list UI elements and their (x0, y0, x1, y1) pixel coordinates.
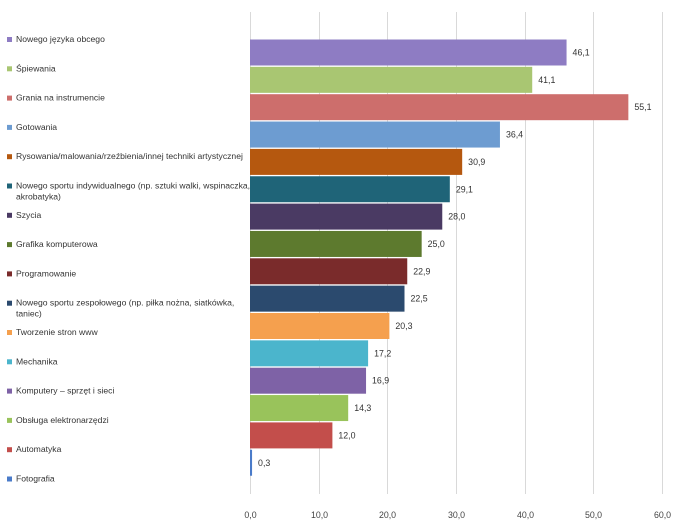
bar (250, 367, 367, 394)
x-tick-label: 50,0 (585, 510, 602, 520)
data-label: 17,2 (374, 348, 391, 358)
legend-label: Nowego języka obcego (16, 34, 105, 44)
x-tick-label: 30,0 (448, 510, 465, 520)
legend-swatch (7, 476, 12, 482)
x-tick-label: 0,0 (244, 510, 256, 520)
legend-label: Rysowania/malowania/rzeźbienia/innej tec… (16, 151, 243, 161)
legend-swatch (7, 124, 12, 130)
data-label: 25,0 (428, 239, 445, 249)
bar (250, 285, 405, 312)
legend-label: Automatyka (16, 444, 62, 454)
legend-label: Gotowania (16, 122, 57, 132)
legend-label: Grafika komputerowa (16, 239, 98, 249)
legend-label: Nowego sportu indywidualnego (np. sztuki… (16, 181, 250, 202)
legend-label: Grania na instrumencie (16, 93, 105, 103)
bar (250, 230, 422, 257)
data-label: 41,1 (538, 75, 555, 85)
legend-swatch (7, 447, 12, 453)
legend-swatch (7, 37, 12, 42)
data-label: 16,9 (372, 376, 389, 386)
x-tick-label: 40,0 (517, 510, 534, 520)
bar (250, 66, 533, 93)
bar (250, 94, 629, 121)
legend-label: Nowego sportu zespołowego (np. piłka noż… (16, 298, 234, 319)
legend-swatch (7, 417, 12, 423)
legend-swatch (7, 359, 12, 365)
bar (250, 422, 333, 449)
legend-label: Programowanie (16, 268, 76, 278)
data-label: 22,5 (411, 294, 428, 304)
legend-swatch (7, 183, 12, 189)
bar (250, 449, 253, 476)
bar (250, 148, 463, 175)
legend-swatch (7, 271, 12, 277)
data-label: 55,1 (634, 102, 651, 112)
legend-swatch (7, 66, 12, 72)
legend: Nowego języka obcego Śpiewania Grania na i… (7, 34, 250, 484)
bar (250, 39, 567, 66)
bar (250, 313, 390, 339)
legend-label: Komputery – sprzęt i sieci (16, 386, 114, 396)
bar (250, 258, 408, 285)
legend-label: Fotografia (16, 474, 55, 484)
bars (250, 39, 629, 476)
legend-swatch (7, 212, 12, 218)
bar (250, 203, 443, 230)
legend-swatch (7, 388, 12, 394)
legend-swatch (7, 95, 12, 101)
legend-label: Mechanika (16, 356, 58, 366)
legend-label: Szycia (16, 210, 42, 220)
legend-label: Tworzenie stron www (16, 327, 98, 337)
legend-label: Obsługa elektronarzędzi (16, 415, 109, 425)
bar (250, 395, 349, 422)
data-label: 20,3 (395, 321, 412, 331)
x-tick-label: 10,0 (311, 510, 328, 520)
legend-swatch (7, 330, 12, 335)
legend-swatch (7, 300, 12, 306)
bar (250, 176, 450, 203)
legend-label: Śpiewania (16, 62, 56, 73)
data-label: 0,3 (258, 458, 270, 468)
data-label: 22,9 (413, 266, 430, 276)
data-label: 36,4 (506, 130, 523, 140)
legend-swatch (7, 154, 12, 160)
x-tick-label: 60,0 (654, 510, 671, 520)
bar (250, 340, 369, 367)
data-label: 30,9 (468, 157, 485, 167)
data-label: 12,0 (338, 430, 355, 440)
data-label: 28,0 (448, 212, 465, 222)
bar (250, 121, 500, 148)
value-labels: 46,1 41,1 55,1 36,4 30,9 29,1 28,0 25,0 22,9 22,5… (258, 48, 652, 468)
data-label: 29,1 (456, 184, 473, 194)
data-label: 14,3 (354, 403, 371, 413)
x-tick-label: 20,0 (379, 510, 396, 520)
legend-swatch (7, 242, 12, 248)
data-label: 46,1 (573, 48, 590, 58)
x-axis-tick-labels: 0,0 10,0 20,0 30,0 40,0 50,0 60,0 (244, 510, 671, 520)
